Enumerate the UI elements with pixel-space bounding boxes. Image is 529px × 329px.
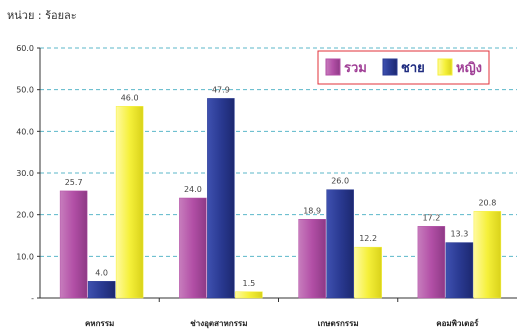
bar (179, 197, 207, 299)
data-label: 26.0 (331, 177, 349, 186)
legend-label: หญิง (456, 61, 482, 76)
bar (207, 98, 235, 299)
data-label: 47.9 (212, 85, 230, 94)
y-tick-label: 50.0 (16, 86, 34, 95)
data-label: 1.5 (243, 279, 256, 288)
legend-label: ชาย (401, 61, 425, 76)
bar (87, 281, 116, 299)
data-label: 20.8 (478, 198, 496, 207)
y-tick-label: - (31, 294, 34, 303)
legend-label: รวม (344, 61, 367, 76)
legend-swatch (325, 58, 341, 76)
data-label: 25.7 (65, 178, 83, 187)
bar (445, 242, 474, 299)
data-label: 17.2 (422, 213, 440, 222)
y-tick-label: 30.0 (16, 169, 34, 178)
category-label: ช่างอุตสาหกรรม (190, 319, 247, 329)
data-label: 4.0 (95, 268, 108, 277)
y-tick-label: 20.0 (16, 211, 34, 220)
bar (298, 219, 326, 299)
data-label: 24.0 (184, 185, 202, 194)
legend-frame (317, 50, 490, 85)
bar (235, 291, 263, 299)
bars (59, 98, 502, 299)
legend-swatch (437, 58, 453, 76)
bar (417, 226, 446, 299)
y-tick-label: 60.0 (16, 44, 34, 53)
bar (115, 106, 144, 299)
unit-label: หน่วย : ร้อยละ (7, 9, 77, 22)
y-tick-label: 10.0 (16, 252, 34, 261)
legend-swatch (382, 58, 398, 76)
y-tick-label: 40.0 (16, 127, 34, 136)
legend: รวม ชาย หญิง (317, 50, 490, 85)
bar (59, 190, 88, 299)
data-label: 13.3 (450, 230, 468, 239)
bar (354, 246, 382, 299)
category-label: เกษตรกรรม (318, 319, 359, 328)
bar (473, 211, 502, 299)
category-label: คหกรรม (85, 319, 114, 328)
category-label: คอมพิวเตอร์ (436, 318, 479, 328)
data-label: 46.0 (121, 93, 139, 102)
bar (326, 189, 354, 299)
labels: 25.7 4.0 46.0 คหกรรม 24.0 47.9 1.5 ช่างอุตสาหกร… (65, 85, 497, 329)
data-label: 18.9 (303, 206, 321, 215)
data-label: 12.2 (359, 234, 377, 243)
